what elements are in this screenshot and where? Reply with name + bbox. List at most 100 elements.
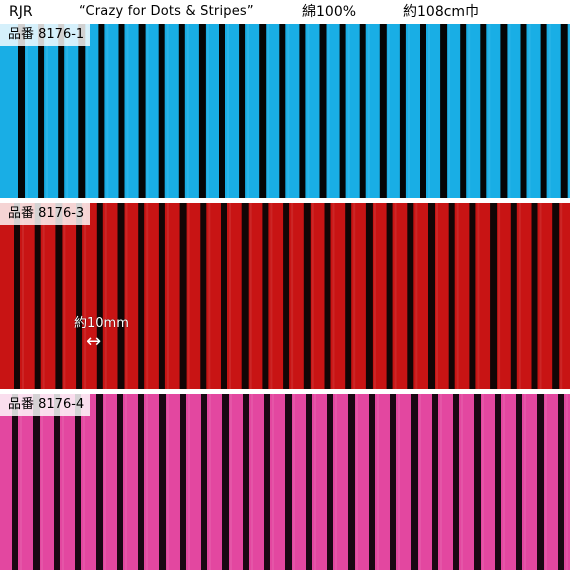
fabric-stripe xyxy=(460,24,467,198)
fabric-sheen xyxy=(272,394,274,570)
fabric-stripe xyxy=(75,394,81,570)
fabric-stripe xyxy=(552,203,560,389)
fabric-stripe xyxy=(38,24,45,198)
fabric-stripe xyxy=(239,24,246,198)
fabric-stripe xyxy=(299,24,306,198)
fabric-width-label: 約108cm巾 xyxy=(403,4,480,20)
fabric-sheen xyxy=(287,24,290,198)
fabric-sheen xyxy=(22,203,24,389)
fabric-sheen xyxy=(247,24,250,198)
fabric-sheen xyxy=(347,24,350,198)
fabric-sheen xyxy=(86,24,89,198)
fabric-stripe xyxy=(241,203,249,389)
fabric-sheen xyxy=(461,394,463,570)
fabric-sheen xyxy=(251,394,253,570)
fabric-sheen xyxy=(104,394,106,570)
fabric-sheen xyxy=(456,203,459,389)
fabric-sheen xyxy=(314,394,316,570)
fabric-stripe xyxy=(448,203,455,389)
fabric-stripe xyxy=(219,24,225,198)
fabric-sheen xyxy=(548,24,551,198)
fabric-sheen xyxy=(41,394,43,570)
fabric-stripe xyxy=(432,394,438,570)
fabric-stripe xyxy=(495,394,501,570)
fabric-stripe xyxy=(198,24,206,198)
fabric-sheen xyxy=(187,203,190,389)
fabric-sheen xyxy=(166,24,169,198)
fabric-sheen xyxy=(125,394,127,570)
collection-title: “Crazy for Dots & Stripes” xyxy=(79,4,254,19)
product-header: RJR “Crazy for Dots & Stripes” 綿100% 約10… xyxy=(0,0,570,24)
fabric-stripe xyxy=(420,24,426,198)
fabric-stripe xyxy=(55,203,63,389)
fabric-sheen xyxy=(488,24,491,198)
fabric-sheen xyxy=(104,203,107,389)
fabric-stripe xyxy=(179,203,187,389)
fabric-stripe xyxy=(339,24,346,198)
fabric-sheen xyxy=(125,203,128,389)
fabric-stripe xyxy=(264,394,270,570)
fabric-stripe xyxy=(12,394,18,570)
fabric-stripe xyxy=(560,24,568,198)
fabric-sheen xyxy=(524,394,526,570)
fabric-sheen xyxy=(407,24,410,198)
product-code-label-pink: 品番 8176-4 xyxy=(0,394,91,416)
fabric-sheen xyxy=(84,203,87,389)
fabric-sheen xyxy=(332,203,335,389)
fabric-sheen xyxy=(311,203,314,389)
brand-label: RJR xyxy=(9,4,33,20)
fabric-stripe xyxy=(440,24,448,198)
fabric-sheen xyxy=(146,203,149,389)
fabric-stripe xyxy=(359,24,366,198)
fabric-stripe xyxy=(558,394,564,570)
fabric-sheen xyxy=(498,203,501,389)
fabric-stripe xyxy=(201,394,207,570)
fabric-stripe xyxy=(386,203,393,389)
fabric-sheen xyxy=(267,24,270,198)
fabric-stripe xyxy=(138,24,146,198)
fabric-sheen xyxy=(477,203,480,389)
fabric-sheen xyxy=(356,394,358,570)
double-arrow-icon: ↔ xyxy=(86,331,102,352)
fabric-stripe xyxy=(500,24,508,198)
fabric-sheen xyxy=(270,203,273,389)
fabric-sheen xyxy=(436,203,438,389)
fabric-stripe xyxy=(369,394,375,570)
fabric-sheen xyxy=(42,203,45,389)
fabric-sheen xyxy=(373,203,376,389)
fabric-sheen xyxy=(20,394,22,570)
fabric-swatch-blue: 品番 8176-1 xyxy=(0,24,570,198)
fabric-stripe xyxy=(158,203,165,389)
fabric-sheen xyxy=(387,24,390,198)
product-code-label-blue: 品番 8176-1 xyxy=(0,24,91,46)
fabric-sheen xyxy=(419,394,421,570)
fabric-sheen xyxy=(166,203,169,389)
fabric-sheen xyxy=(291,203,294,389)
fabric-stripe xyxy=(259,24,267,198)
stripe-pattern-pink xyxy=(0,394,570,570)
fabric-sheen xyxy=(353,203,356,389)
fabric-sheen xyxy=(46,24,49,198)
fabric-sheen xyxy=(229,203,231,389)
fabric-stripe xyxy=(474,394,481,570)
fabric-sheen xyxy=(227,24,229,198)
fabric-stripe xyxy=(14,203,20,389)
fabric-stripe xyxy=(390,394,396,570)
fabric-sheen xyxy=(545,394,547,570)
fabric-swatch-pink: 品番 8176-4 xyxy=(0,394,570,570)
fabric-stripe xyxy=(303,203,311,389)
fabric-stripe xyxy=(516,394,522,570)
fabric-sheen xyxy=(335,394,337,570)
fabric-swatch-red: 品番 8176-3 約10mm ↔ xyxy=(0,203,570,389)
fabric-stripe xyxy=(118,24,125,198)
fabric-sheen xyxy=(66,24,69,198)
fabric-stripe xyxy=(178,24,185,198)
fabric-stripe xyxy=(117,203,125,389)
fabric-sheen xyxy=(188,394,190,570)
fabric-sheen xyxy=(508,24,511,198)
fabric-stripe xyxy=(285,394,292,570)
fabric-stripe xyxy=(399,24,406,198)
fabric-stripe xyxy=(379,24,387,198)
fabric-sheen xyxy=(249,203,252,389)
